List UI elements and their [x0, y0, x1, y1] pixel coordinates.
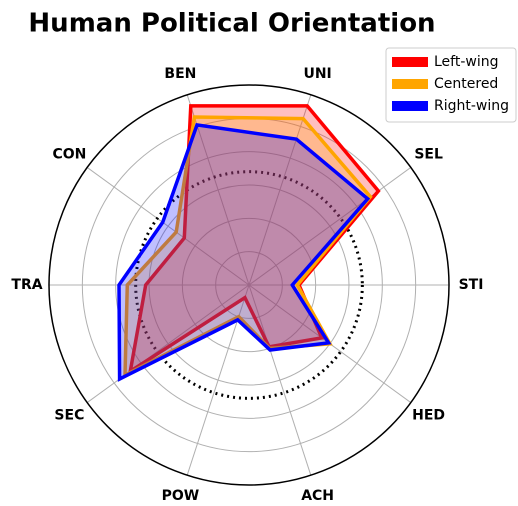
spoke	[248, 94, 312, 286]
legend-label: Left-wing	[434, 54, 499, 70]
category-label: UNI	[303, 66, 331, 82]
category-label: HED	[412, 407, 445, 423]
chart-title: Human Political Orientation	[28, 9, 435, 39]
category-label: TRA	[11, 277, 42, 293]
legend-label: Centered	[434, 76, 498, 92]
legend-swatch	[392, 57, 428, 67]
reference-circle	[134, 170, 364, 400]
category-label: POW	[162, 488, 200, 504]
legend-swatch	[392, 79, 428, 89]
legend: Left-wing Centered Right-wing	[385, 47, 517, 123]
spoke	[248, 284, 312, 476]
legend-label: Right-wing	[434, 98, 509, 114]
spoke	[86, 167, 250, 286]
outer-circle	[48, 84, 450, 486]
category-label: BEN	[164, 66, 196, 82]
series-area	[127, 104, 381, 375]
category-label: STI	[459, 277, 484, 293]
spoke	[248, 167, 412, 286]
legend-swatch	[392, 101, 428, 111]
category-label: SEL	[414, 147, 443, 163]
category-label: CON	[52, 147, 86, 163]
category-label: ACH	[301, 488, 334, 504]
series-area	[117, 122, 371, 382]
category-label: SEC	[54, 407, 84, 423]
spoke	[86, 284, 250, 403]
